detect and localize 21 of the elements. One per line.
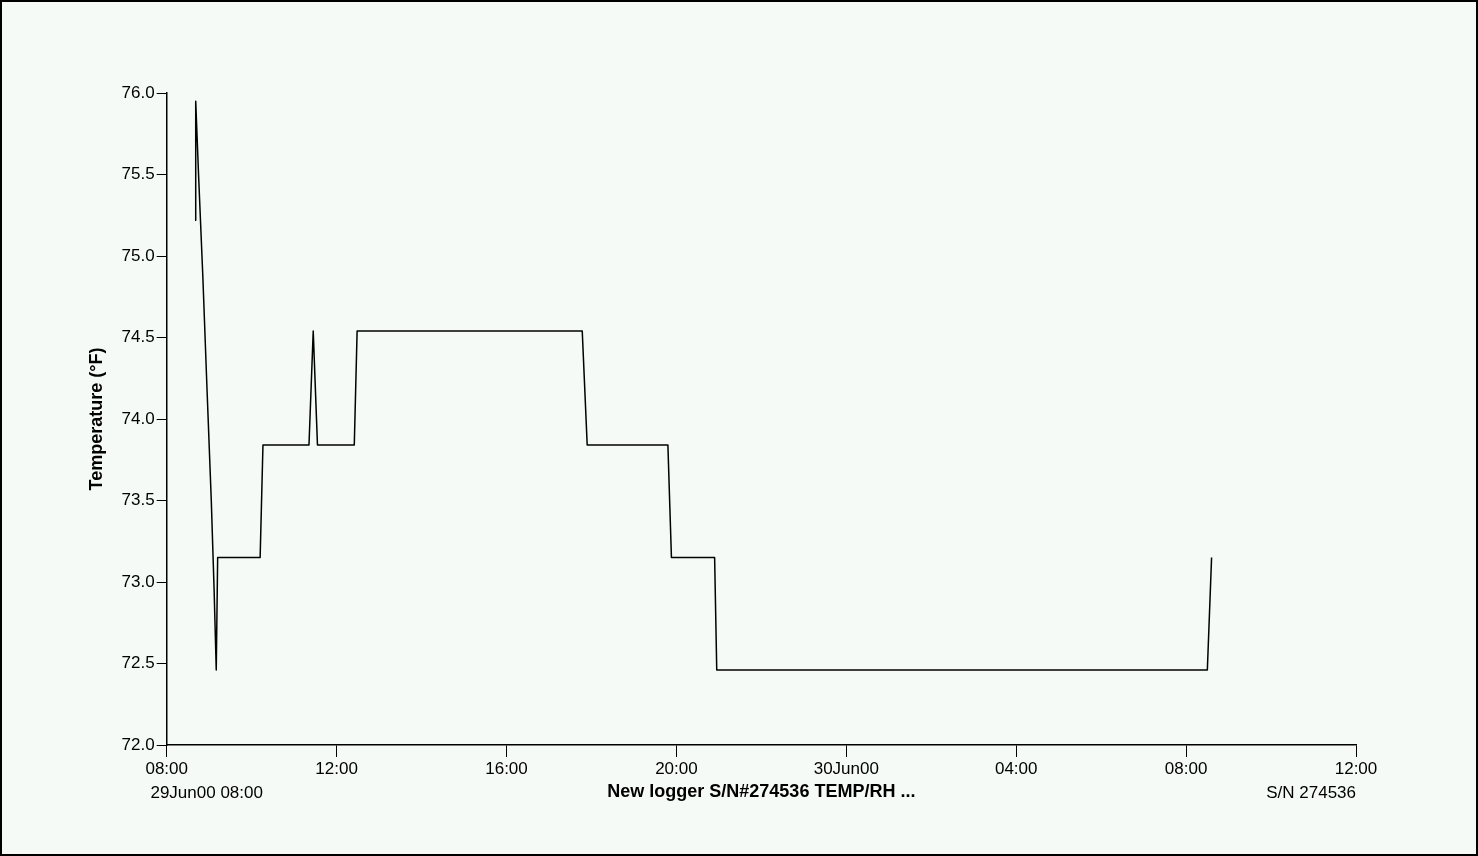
x-tick-label: 04:00 — [994, 758, 1038, 778]
y-tick-label: 73.5 — [121, 490, 155, 510]
y-axis-title: Temperature (°F) — [85, 347, 106, 491]
x-tick-label: 12:00 — [1334, 758, 1378, 778]
y-tick-label: 72.5 — [121, 653, 155, 673]
x-tick-label: 08:00 — [145, 758, 188, 778]
y-tick-label: 74.0 — [121, 408, 155, 428]
x-tick-label: 08:00 — [1164, 758, 1208, 778]
x-tick-label: 16:00 — [485, 758, 528, 778]
y-tick-label: 72.0 — [121, 734, 155, 754]
y-tick-label: 74.5 — [121, 327, 155, 347]
x-axis-title: New logger S/N#274536 TEMP/RH ... — [607, 781, 916, 802]
y-tick-label: 73.0 — [121, 571, 155, 591]
x-tick-label: 12:00 — [315, 758, 358, 778]
y-tick-label: 76.0 — [121, 82, 155, 102]
text: 29Jun00 08:00 — [150, 783, 263, 803]
y-tick-label: 75.0 — [121, 245, 155, 265]
text: S/N 274536 — [1266, 783, 1356, 803]
x-tick-label: 20:00 — [655, 758, 698, 778]
x-tick-label: 30Jun00 — [813, 758, 879, 778]
y-tick-label: 75.5 — [121, 164, 155, 184]
